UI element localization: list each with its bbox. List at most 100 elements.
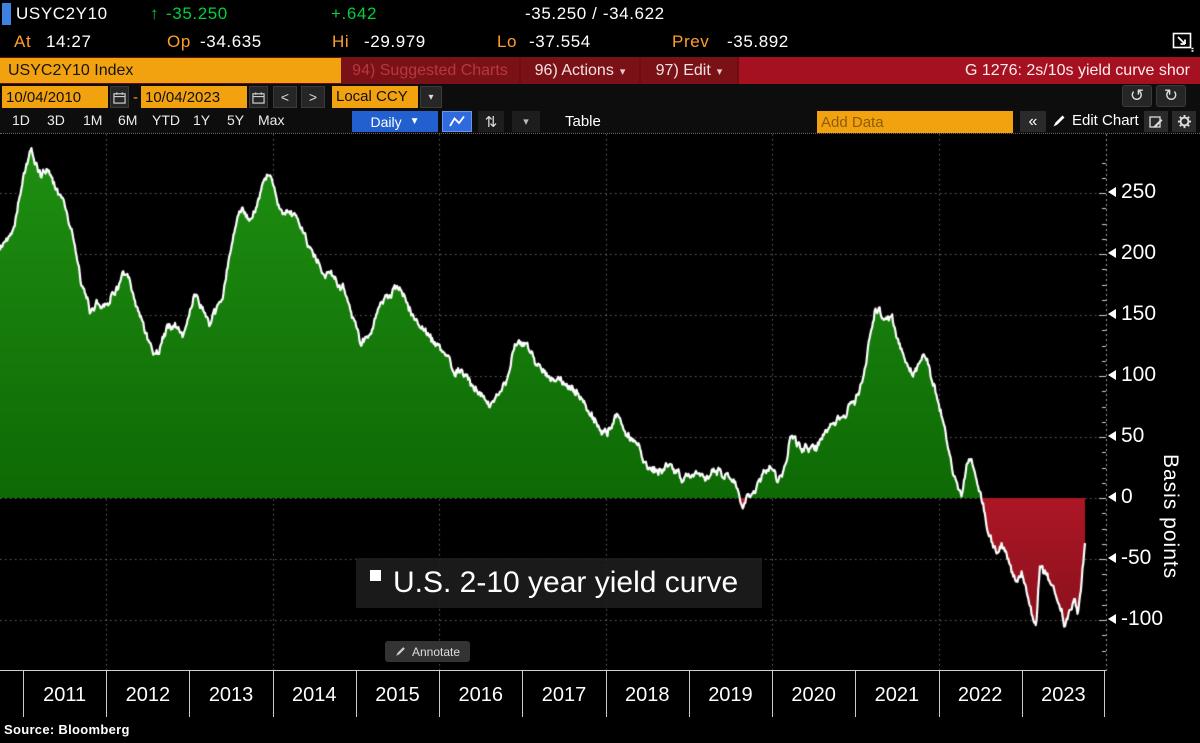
chart-toolbar: 1D 3D 1M 6M YTD 1Y 5Y Max Daily▼ ⇅ ▾ Table « Ed… <box>0 110 1200 133</box>
security-marker <box>2 3 11 25</box>
security-input[interactable] <box>0 58 345 83</box>
tick-arrow-icon <box>1108 492 1116 502</box>
high-value: -29.979 <box>364 32 426 51</box>
menu-item-actions[interactable]: 96) Actions ▾ <box>521 57 639 84</box>
end-date-field[interactable] <box>141 86 247 108</box>
x-axis-separator <box>939 671 940 717</box>
table-button[interactable]: Table <box>565 113 601 130</box>
prev-value: -35.892 <box>727 32 789 51</box>
last-price: -35.250 <box>166 4 228 23</box>
at-label: At <box>14 32 32 51</box>
at-value: 14:27 <box>46 32 92 51</box>
x-axis-separator <box>189 671 190 717</box>
menu-item-suggested-charts[interactable]: 94) Suggested Charts <box>341 57 519 84</box>
annotate-button[interactable]: Annotate <box>385 641 471 662</box>
tick-arrow-icon <box>1108 614 1116 624</box>
collapse-panel-button[interactable]: « <box>1020 111 1046 132</box>
x-axis: 2011 2012 2013 2014 2015 2016 2017 2018 2019 2020… <box>0 670 1106 718</box>
date-bar: - < > Local CCY ▾ ↺ ↻ <box>0 84 1200 110</box>
y-tick-label: 250 <box>1108 180 1156 204</box>
tick-arrow-icon <box>1108 248 1116 258</box>
x-tick-label: 2017 <box>541 684 587 706</box>
ticker-symbol: USYC2Y10 <box>16 4 108 23</box>
period-button-max[interactable]: Max <box>258 112 285 128</box>
x-tick-label: 2023 <box>1041 684 1086 706</box>
y-tick-label: 200 <box>1108 241 1156 265</box>
x-axis-separator <box>1104 671 1105 717</box>
open-value: -34.635 <box>200 32 262 51</box>
legend-label: U.S. 2-10 year yield curve <box>393 566 739 599</box>
screen-export-icon[interactable] <box>1172 32 1194 52</box>
period-button-6m[interactable]: 6M <box>118 112 138 128</box>
prev-period-button[interactable]: < <box>273 86 297 108</box>
period-button-ytd[interactable]: YTD <box>152 112 180 128</box>
x-axis-separator <box>23 671 24 717</box>
start-date-field[interactable] <box>2 86 108 108</box>
y-axis-title: Basis points <box>1159 454 1182 580</box>
x-axis-separator <box>106 671 107 717</box>
x-tick-label: 2019 <box>708 684 753 706</box>
menu-item-edit[interactable]: 97) Edit ▾ <box>641 57 737 84</box>
chevron-down-icon: ▾ <box>619 66 626 78</box>
x-axis-separator <box>606 671 607 717</box>
x-axis-separator <box>1022 671 1023 717</box>
net-change: +.642 <box>331 4 378 23</box>
period-button-3d[interactable]: 3D <box>47 112 65 128</box>
x-axis-separator <box>689 671 690 717</box>
x-axis-separator <box>855 671 856 717</box>
sort-arrows-icon[interactable]: ⇅ <box>478 111 504 132</box>
open-label: Op <box>167 32 191 51</box>
low-value: -37.554 <box>529 32 591 51</box>
line-chart-icon[interactable] <box>442 111 472 132</box>
legend-swatch-icon <box>370 569 381 581</box>
y-tick-label: 100 <box>1108 363 1156 387</box>
period-button-1d[interactable]: 1D <box>12 112 30 128</box>
x-axis-separator <box>772 671 773 717</box>
date-separator: - <box>133 89 138 106</box>
x-tick-label: 2013 <box>208 684 254 706</box>
y-tick-label: 150 <box>1108 302 1156 326</box>
calendar-icon[interactable] <box>110 86 129 108</box>
chart-legend[interactable]: U.S. 2-10 year yield curve <box>356 558 763 608</box>
low-label: Lo <box>497 32 518 51</box>
currency-select[interactable]: Local CCY <box>332 86 418 108</box>
prev-label: Prev <box>672 32 710 51</box>
undo-icon[interactable]: ↺ <box>1122 85 1152 107</box>
tick-arrow-icon <box>1108 431 1116 441</box>
period-button-1y[interactable]: 1Y <box>193 112 211 128</box>
frequency-select[interactable]: Daily ▼ <box>352 111 438 132</box>
high-label: Hi <box>332 32 350 51</box>
chart-settings-icon[interactable] <box>1144 111 1168 132</box>
chart-plot-area: U.S. 2-10 year yield curve Annotate 250 2… <box>0 133 1200 671</box>
x-axis-separator <box>439 671 440 717</box>
bid-ask: -35.250 / -34.622 <box>525 4 665 23</box>
x-tick-label: 2012 <box>125 684 171 706</box>
tick-arrow-icon <box>1108 553 1116 563</box>
period-button-1m[interactable]: 1M <box>83 112 103 128</box>
x-axis-separator <box>356 671 357 717</box>
ticker-row-1: USYC2Y10 ↑ -35.250 +.642 -35.250 / -34.6… <box>0 0 1200 28</box>
x-axis-separator <box>273 671 274 717</box>
chevron-down-icon[interactable]: ▾ <box>512 111 540 132</box>
y-tick-label: 50 <box>1108 424 1144 448</box>
tick-arrow-icon <box>1108 187 1116 197</box>
x-tick-label: 2016 <box>458 684 504 706</box>
y-tick-label: -50 <box>1108 546 1151 570</box>
y-tick-label: 0 <box>1108 485 1133 509</box>
tick-arrow-icon <box>1108 309 1116 319</box>
redo-icon[interactable]: ↻ <box>1156 85 1186 107</box>
chevron-down-icon[interactable]: ▾ <box>420 86 442 108</box>
y-tick-label: -100 <box>1108 607 1163 631</box>
x-tick-label: 2020 <box>791 684 836 706</box>
calendar-icon[interactable] <box>249 86 268 108</box>
edit-chart-button[interactable]: Edit Chart <box>1052 112 1139 129</box>
x-tick-label: 2021 <box>874 684 920 706</box>
source-note: Source: Bloomberg <box>4 722 130 737</box>
gear-icon[interactable] <box>1172 111 1196 132</box>
period-button-5y[interactable]: 5Y <box>227 112 245 128</box>
x-axis-separator <box>522 671 523 717</box>
ticker-row-2: At 14:27 Op -34.635 Hi -29.979 Lo -37.55… <box>0 28 1200 57</box>
add-data-input[interactable] <box>817 111 1013 133</box>
next-period-button[interactable]: > <box>301 86 325 108</box>
